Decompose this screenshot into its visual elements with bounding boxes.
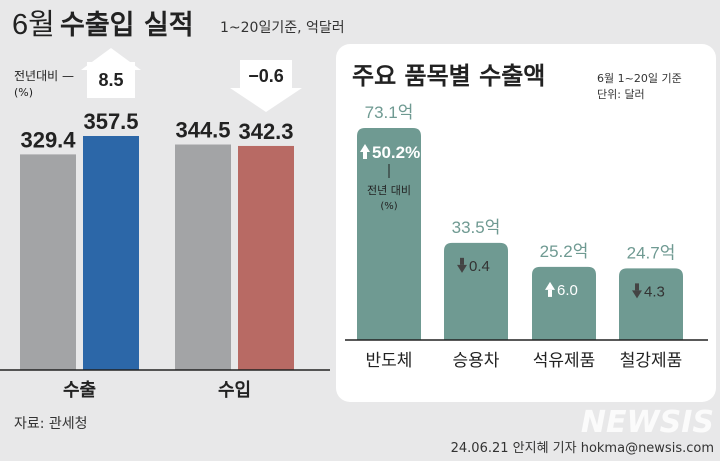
left-yoy-label-line2: (%) xyxy=(14,86,33,99)
item-bar xyxy=(357,128,421,340)
yoy-value: 6.0 xyxy=(557,282,578,299)
yoy-down-icon xyxy=(457,257,467,273)
right-bar-group: 73.1억 50.2% 전년 대비 (%) 33.5억 0.4 25.2억 6.0 24.7억 4… xyxy=(357,103,683,340)
category-label: 수출 xyxy=(63,380,96,401)
arrow-head xyxy=(632,290,642,299)
left-bar-group: 329.4 357.5 8.5 344.5 342.3 −0.6 xyxy=(20,48,302,370)
yoy-arrow-body xyxy=(240,60,292,90)
item-category-label: 석유제품 xyxy=(533,351,596,371)
source-note: 자료: 관세청 xyxy=(14,416,88,432)
item-value-label: 33.5억 xyxy=(452,218,501,237)
header-subtitle: 1~20일기준, 억달러 xyxy=(220,20,345,36)
item-value-label: 25.2억 xyxy=(540,242,589,261)
yoy-caption-line1: 전년 대비 xyxy=(367,184,411,197)
yoy-value: 4.3 xyxy=(644,283,665,300)
panel-note-line2: 단위: 달러 xyxy=(597,88,645,101)
arrow-stem xyxy=(460,257,464,265)
value-label-prev: 329.4 xyxy=(20,127,76,152)
item-category-label: 승용차 xyxy=(453,351,500,371)
yoy-arrow-shape xyxy=(230,88,302,112)
bar-prev-export xyxy=(20,154,76,370)
item-value-label: 73.1억 xyxy=(365,103,414,122)
category-label: 수입 xyxy=(218,379,251,401)
yoy-up-icon xyxy=(545,281,555,297)
yoy-arrow-body xyxy=(87,62,135,98)
yoy-value: −0.6 xyxy=(248,66,284,86)
title-bold: 수출입 실적 xyxy=(60,10,194,41)
bar-prev-import xyxy=(175,144,231,370)
newsis-watermark: NEWSIS xyxy=(581,405,714,440)
arrow-stem xyxy=(548,289,552,297)
panel-title: 주요 품목별 수출액 xyxy=(352,62,545,90)
item-category-label: 반도체 xyxy=(366,351,413,371)
yoy-up-icon xyxy=(360,144,370,159)
title-month: 6월 xyxy=(12,8,55,41)
item-bar xyxy=(619,268,683,340)
bar-current-export xyxy=(83,136,139,370)
yoy-arrow-down: −0.6 xyxy=(230,60,302,112)
yoy-caption-line2: (%) xyxy=(380,201,397,212)
arrow-stem xyxy=(363,152,367,159)
yoy-value: 0.4 xyxy=(469,258,490,275)
item-category-label: 철강제품 xyxy=(620,351,683,371)
left-yoy-label-line1: 전년대비 — xyxy=(14,69,74,83)
right-category-group: 반도체 승용차 석유제품 철강제품 xyxy=(366,351,683,371)
bar-current-import xyxy=(238,145,294,370)
item-value-label: 24.7억 xyxy=(627,243,676,262)
value-label-current: 342.3 xyxy=(238,119,293,144)
arrow-head xyxy=(360,144,370,152)
arrow-head xyxy=(545,281,555,290)
value-label-prev: 344.5 xyxy=(175,118,230,143)
arrow-head xyxy=(457,264,467,273)
yoy-down-icon xyxy=(632,283,642,299)
item-bar xyxy=(532,266,596,340)
arrow-stem xyxy=(635,283,639,291)
credit-line: 24.06.21 안지혜 기자 hokma@newsis.com xyxy=(451,441,714,456)
panel-note-line1: 6월 1~20일 기준 xyxy=(597,71,682,85)
yoy-arrow-up: 8.5 xyxy=(81,48,141,98)
yoy-value: 8.5 xyxy=(98,70,123,90)
left-category-group: 수출 수입 xyxy=(63,379,251,401)
yoy-value: 50.2% xyxy=(372,143,420,162)
value-label-current: 357.5 xyxy=(83,109,138,134)
